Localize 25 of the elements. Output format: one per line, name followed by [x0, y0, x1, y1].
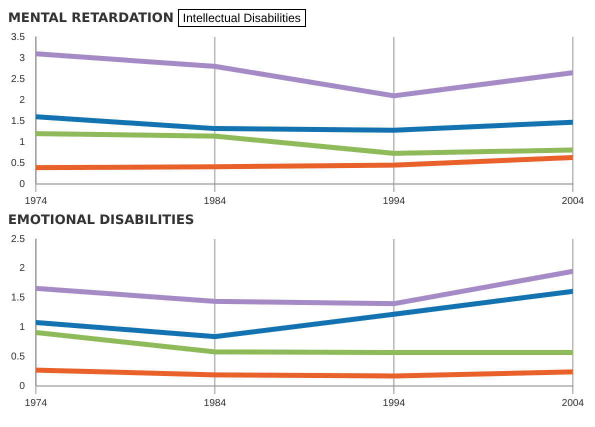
y-tick-label: 3.5 — [10, 32, 26, 43]
y-tick-label: 1.5 — [10, 292, 26, 304]
x-tick-label: 1984 — [204, 398, 226, 409]
y-tick-label: 1.5 — [10, 116, 26, 127]
x-tick-label: 1974 — [24, 398, 48, 409]
y-tick-label: 2 — [19, 263, 26, 274]
y-tick-label: 0.5 — [10, 351, 26, 362]
y-tick-label: 0 — [19, 380, 26, 392]
y-tick-label: 1 — [19, 136, 26, 148]
x-tick-label: 2004 — [562, 398, 584, 409]
y-tick-label: 1 — [19, 322, 26, 333]
chart-title: MENTAL RETARDATION — [8, 10, 174, 26]
y-tick-label: 2 — [19, 94, 26, 106]
x-tick-label: 1994 — [382, 398, 406, 409]
y-tick-label: 3 — [19, 52, 26, 64]
y-tick-label: 0.5 — [10, 158, 26, 169]
y-tick-label: 2.5 — [10, 74, 26, 85]
x-tick-label: 1994 — [382, 196, 406, 207]
y-tick-label: 2.5 — [10, 234, 26, 245]
x-tick-label: 1974 — [24, 196, 48, 207]
chart-subtitle: Intellectual Disabilities — [178, 9, 306, 27]
y-tick-label: 0 — [19, 178, 26, 190]
x-tick-label: 1984 — [204, 196, 226, 207]
chart-title: EMOTIONAL DISABILITIES — [8, 212, 194, 228]
x-tick-label: 2004 — [562, 196, 584, 207]
